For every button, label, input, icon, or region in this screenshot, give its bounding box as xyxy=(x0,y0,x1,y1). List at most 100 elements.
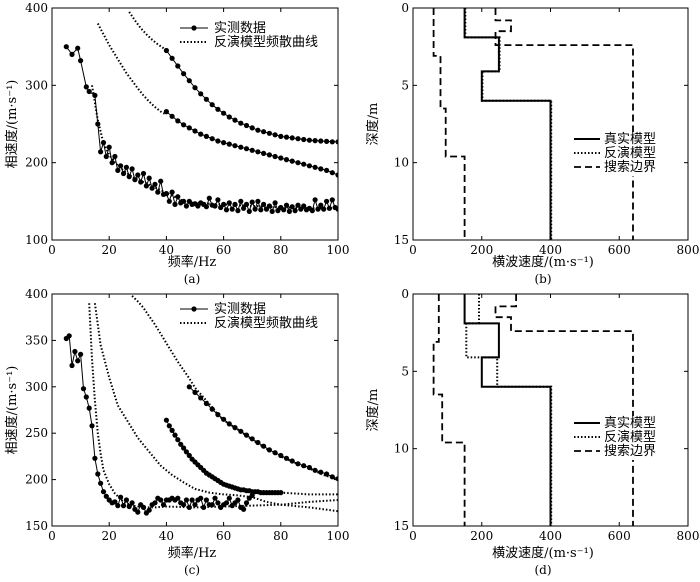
y-tick-label: 15 xyxy=(394,233,409,247)
y-tick-label: 150 xyxy=(25,519,48,533)
data-point xyxy=(172,201,178,207)
data-point xyxy=(181,122,187,128)
legend-entry: 反演模型频散曲线 xyxy=(214,34,318,50)
data-point xyxy=(186,78,192,84)
data-point xyxy=(192,85,198,91)
series-line xyxy=(463,8,552,240)
data-point xyxy=(301,203,307,209)
data-point xyxy=(249,147,255,153)
data-point xyxy=(252,206,258,212)
data-point xyxy=(169,55,175,61)
data-point xyxy=(235,208,241,214)
data-point xyxy=(175,495,181,501)
data-point xyxy=(226,495,232,501)
x-axis-label: 频率/Hz xyxy=(168,545,217,561)
data-point xyxy=(324,138,330,144)
data-point xyxy=(203,96,209,102)
data-point xyxy=(83,84,89,90)
data-point xyxy=(209,136,215,142)
data-point xyxy=(324,167,330,173)
x-tick-label: 100 xyxy=(327,243,350,257)
data-point xyxy=(278,133,284,139)
data-point xyxy=(255,127,261,133)
data-point xyxy=(301,136,307,143)
data-point xyxy=(103,153,109,160)
legend-entry: 搜索边界 xyxy=(604,160,656,175)
y-tick-label: 400 xyxy=(25,1,48,15)
x-tick-label: 0 xyxy=(48,529,56,543)
data-point xyxy=(255,149,261,155)
y-tick-label: 0 xyxy=(401,287,409,301)
data-point xyxy=(98,480,104,486)
data-point xyxy=(283,202,290,208)
data-point xyxy=(89,423,95,429)
data-point xyxy=(203,133,209,139)
data-point xyxy=(86,405,92,411)
x-tick-label: 40 xyxy=(159,529,174,543)
series-line xyxy=(494,8,634,240)
data-point xyxy=(206,195,212,201)
data-point xyxy=(198,495,204,501)
data-point xyxy=(238,198,244,204)
data-point xyxy=(95,471,101,477)
axes-frame xyxy=(51,7,339,241)
series-line xyxy=(88,303,338,509)
y-tick-label: 300 xyxy=(25,78,48,92)
data-point xyxy=(215,500,221,506)
data-point xyxy=(160,502,167,508)
data-point xyxy=(186,452,192,459)
legend-entry: 反演模型 xyxy=(604,429,656,445)
y-tick-label: 350 xyxy=(25,333,48,347)
data-point xyxy=(215,197,221,203)
data-point xyxy=(243,122,250,129)
data-point xyxy=(106,144,112,150)
data-point xyxy=(221,110,227,116)
data-point xyxy=(249,199,255,205)
data-point xyxy=(75,358,81,364)
legend-marker xyxy=(191,25,197,31)
data-point xyxy=(92,455,98,461)
x-tick-label: 80 xyxy=(273,243,288,257)
series-line xyxy=(65,46,338,213)
x-tick-label: 0 xyxy=(409,529,417,543)
data-point xyxy=(109,160,115,166)
data-point xyxy=(312,164,318,170)
data-point xyxy=(289,158,295,164)
data-point xyxy=(63,44,69,50)
x-axis-label: 横波速度/(m·s⁻¹) xyxy=(492,254,594,270)
x-tick-label: 80 xyxy=(273,529,288,543)
data-point xyxy=(238,144,244,150)
data-point xyxy=(212,495,218,501)
data-point xyxy=(215,412,221,418)
data-point xyxy=(135,509,141,515)
legend-entry: 搜索边界 xyxy=(604,444,656,459)
x-tick-label: 60 xyxy=(216,243,231,257)
series-line xyxy=(128,11,168,52)
data-point xyxy=(286,208,292,214)
data-point xyxy=(318,138,324,144)
x-tick-label: 0 xyxy=(409,243,417,257)
data-point xyxy=(172,432,178,438)
y-tick-label: 5 xyxy=(401,78,409,92)
x-tick-label: 800 xyxy=(677,529,700,543)
data-point xyxy=(272,200,278,206)
data-point xyxy=(278,155,284,161)
data-point xyxy=(258,207,264,213)
series-line xyxy=(464,8,553,240)
data-point xyxy=(75,45,81,51)
legend-box xyxy=(178,301,333,331)
data-point xyxy=(163,109,169,115)
data-point xyxy=(123,164,129,170)
x-tick-label: 0 xyxy=(48,243,56,257)
x-tick-label: 600 xyxy=(608,243,631,257)
data-point xyxy=(140,170,147,177)
data-point xyxy=(209,102,215,108)
data-point xyxy=(69,51,75,58)
data-point xyxy=(246,208,252,214)
data-point xyxy=(166,423,172,429)
data-point xyxy=(329,139,335,145)
data-point xyxy=(283,157,290,163)
data-point xyxy=(115,503,121,509)
data-point xyxy=(112,499,118,505)
x-tick-label: 100 xyxy=(327,529,350,543)
